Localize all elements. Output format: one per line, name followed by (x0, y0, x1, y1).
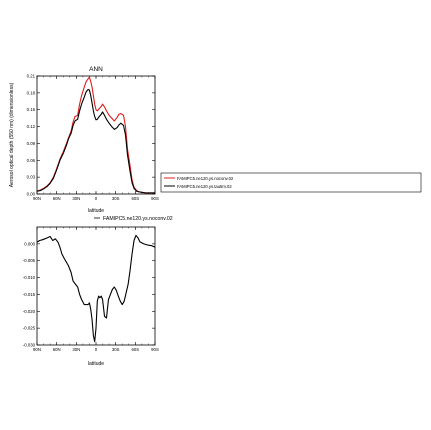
panel2-ytick-label: -0.005 (23, 258, 36, 263)
panel1-legend: FAMIPC5.ne120.ys.noconv.02 FAMIPC5.ne120… (160, 172, 422, 193)
panel1-xtick-label: 60N (53, 196, 61, 201)
panel1-ytick-label: 0.18 (27, 90, 36, 95)
panel2-xlabel: latitude (88, 361, 104, 367)
panel2-xtick-label: 30S (112, 347, 120, 352)
panel1-ylabel: Aerosol optical depth (550 nm) (dimensio… (9, 82, 15, 187)
aod-panel: ANN Aerosol optical depth (550 nm) (dime… (9, 66, 159, 214)
panel2-frame (36, 226, 156, 346)
panel2-series-line-0 (36, 234, 156, 343)
panel2-xtick-label: 90S (151, 347, 159, 352)
panel1-ytick-label: 0.15 (27, 107, 36, 112)
panel2-xtick-label: 30N (72, 347, 80, 352)
panel1-ytick-label: 0.09 (27, 141, 36, 146)
panel1-ytick-label: 0.06 (27, 158, 36, 163)
panel1-series (36, 76, 155, 194)
panel2-xtick-label: 60S (132, 347, 140, 352)
panel2-ytick-label: -0.010 (23, 275, 36, 280)
panel1-xtick-label: 90N (33, 196, 41, 201)
panel2-ytick-label: 0.000 (24, 241, 35, 246)
panel2-ytick-label: -0.030 (23, 343, 36, 348)
panel2-xtick-label: 60N (53, 347, 61, 352)
aod-difference-panel: FAMIPC5.ne120.ys.noconv.02 latitude 90N 6… (23, 216, 173, 367)
panel1-xlabel: latitude (88, 208, 104, 214)
panel1-series-line-1 (36, 88, 155, 194)
panel2-legend-label: FAMIPC5.ne120.ys.noconv.02 (103, 216, 173, 222)
legend-label-tau5m: FAMIPC5.ne120.ys.tau5m.02 (177, 184, 232, 189)
panel1-xtick-label: 60S (132, 196, 140, 201)
panel1-xtick-label: 30S (112, 196, 120, 201)
panel1-ticks: 90N 60N 30N 0 30S 60S 90S 0.00 0.03 0.06 0.09 0.12 0… (27, 74, 159, 202)
panel1-series-line-0 (36, 76, 155, 194)
panel1-xtick-label: 30N (72, 196, 80, 201)
panel2-xtick-label: 90N (33, 347, 41, 352)
panel2-ytick-label: -0.020 (23, 309, 36, 314)
legend-box (160, 172, 422, 193)
panel1-ytick-label: 0.21 (27, 74, 36, 79)
legend-label-noconv: FAMIPC5.ne120.ys.noconv.02 (177, 176, 234, 181)
panel1-ytick-label: 0.03 (27, 175, 36, 180)
panel1-ytick-label: 0.12 (27, 124, 36, 129)
panel1-frame (36, 75, 156, 195)
panel2-ytick-label: -0.025 (23, 326, 36, 331)
panel2-ticks: 90N 60N 30N 0 30S 60S 90S 0.000 -0.005 -0.010 -0.0… (23, 227, 159, 352)
panel2-ytick-label: -0.015 (23, 292, 36, 297)
panel1-title: ANN (89, 66, 103, 73)
panel2-xtick-label: 0 (95, 347, 98, 352)
panel2-series (36, 234, 156, 343)
panel1-xtick-label: 90S (151, 196, 159, 201)
panel1-xtick-label: 0 (95, 196, 98, 201)
panel1-ytick-label: 0.00 (27, 192, 36, 197)
